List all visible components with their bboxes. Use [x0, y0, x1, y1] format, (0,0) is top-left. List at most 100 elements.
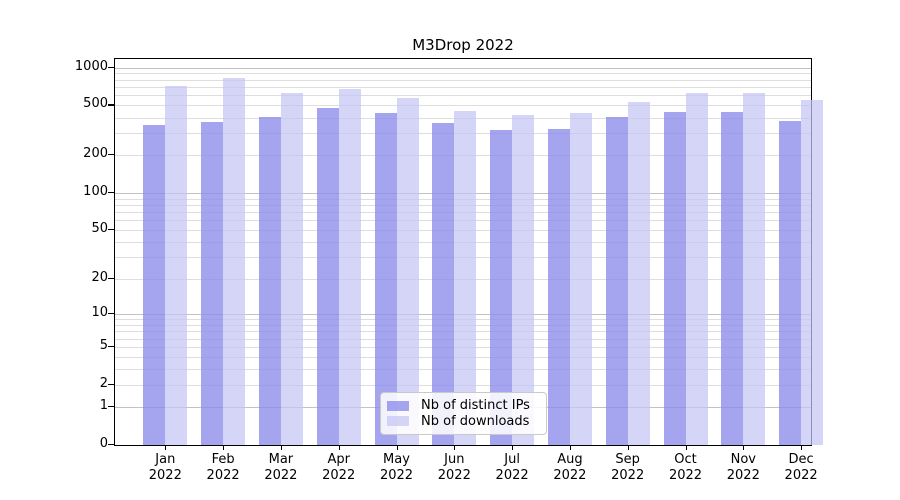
bar-downloads: [743, 92, 766, 445]
y-tick-mark: [108, 346, 114, 348]
x-tick-label: Aug 2022: [538, 452, 602, 484]
x-tick-month: Aug: [557, 452, 583, 467]
x-tick-mark: [396, 445, 398, 450]
bar-distinct-ips: [316, 108, 339, 445]
y-tick-mark: [108, 229, 114, 231]
gridline-minor: [115, 95, 811, 97]
x-tick-mark: [743, 445, 745, 450]
gridline-minor: [115, 73, 811, 75]
y-tick-label: 2: [99, 376, 108, 391]
y-tick-mark: [108, 154, 114, 156]
bar-downloads: [569, 113, 592, 445]
x-tick-month: Oct: [674, 452, 697, 467]
bar-downloads: [512, 114, 535, 445]
bar-downloads: [338, 89, 361, 445]
bar-distinct-ips: [490, 130, 513, 445]
x-tick-mark: [165, 445, 167, 450]
x-tick-mark: [569, 445, 572, 450]
x-tick-month: Feb: [211, 452, 235, 467]
y-tick-label: 500: [83, 96, 108, 112]
x-tick-month: Jan: [155, 452, 176, 467]
y-tick-label: 200: [83, 146, 108, 162]
bar-downloads: [454, 110, 477, 445]
legend-item: Nb of downloads: [387, 414, 538, 430]
x-tick-label: Oct 2022: [654, 452, 718, 484]
legend-item: Nb of distinct IPs: [387, 398, 538, 414]
x-tick-month: Dec: [788, 452, 814, 467]
x-tick-year: 2022: [379, 468, 414, 483]
legend-swatch-downloads: [387, 416, 409, 427]
y-tick-mark: [108, 66, 114, 68]
y-tick-label: 5: [99, 338, 108, 354]
bar-downloads: [801, 99, 824, 445]
legend-label: Nb of distinct IPs: [421, 398, 530, 414]
bar-distinct-ips: [721, 112, 744, 445]
legend: Nb of distinct IPs Nb of downloads: [380, 392, 547, 435]
x-tick-month: Jul: [504, 452, 520, 467]
gridline-minor: [115, 79, 811, 81]
x-tick-mark: [801, 445, 803, 450]
bar-downloads: [223, 78, 246, 445]
y-tick-mark: [108, 191, 114, 194]
x-tick-year: 2022: [148, 468, 182, 483]
y-tick-mark: [108, 384, 114, 386]
x-tick-year: 2022: [322, 468, 356, 483]
bar-downloads: [280, 92, 303, 445]
plot-area: Nb of distinct IPs Nb of downloads: [114, 58, 824, 446]
gridline-minor: [115, 87, 811, 88]
x-tick-month: Nov: [730, 452, 756, 467]
legend-label: Nb of downloads: [421, 413, 530, 429]
bar-distinct-ips: [605, 117, 628, 445]
y-tick-label: 0: [99, 436, 108, 451]
x-tick-label: Jun 2022: [422, 452, 486, 484]
x-tick-year: 2022: [206, 468, 240, 483]
x-tick-label: Mar 2022: [249, 452, 313, 484]
x-tick-year: 2022: [726, 468, 760, 483]
x-tick-label: Nov 2022: [711, 452, 775, 484]
x-tick-label: Jul 2022: [480, 452, 544, 484]
x-tick-year: 2022: [264, 468, 298, 483]
chart-title: M3Drop 2022: [412, 36, 514, 54]
bar-downloads: [627, 101, 650, 445]
x-tick-year: 2022: [437, 468, 471, 483]
x-tick-year: 2022: [553, 468, 587, 483]
bar-downloads: [685, 93, 708, 445]
x-tick-year: 2022: [495, 468, 529, 483]
x-tick-label: Jan 2022: [133, 452, 197, 484]
y-tick-label: 1000: [74, 58, 108, 74]
y-tick-mark: [108, 406, 114, 408]
y-tick-label: 100: [83, 183, 108, 199]
x-tick-month: Mar: [268, 452, 294, 467]
bar-distinct-ips: [547, 129, 570, 445]
bar-downloads: [396, 98, 419, 445]
bar-distinct-ips: [432, 123, 455, 445]
x-tick-mark: [338, 445, 340, 450]
x-tick-mark: [512, 445, 514, 450]
y-tick-label: 50: [91, 221, 108, 237]
x-tick-month: May: [383, 452, 410, 467]
bar-distinct-ips: [143, 124, 166, 445]
y-tick-label: 20: [91, 269, 108, 285]
bar-distinct-ips: [779, 120, 802, 445]
bar-distinct-ips: [374, 113, 397, 445]
x-tick-label: May 2022: [365, 452, 429, 484]
x-tick-mark: [223, 445, 225, 450]
bar-distinct-ips: [663, 111, 686, 445]
x-tick-mark: [280, 445, 283, 450]
gridline-minor: [115, 105, 811, 107]
x-tick-month: Sep: [615, 452, 640, 467]
x-tick-label: Feb 2022: [191, 452, 255, 484]
bar-distinct-ips: [201, 121, 224, 445]
x-tick-label: Sep 2022: [596, 452, 660, 484]
x-tick-label: Dec 2022: [769, 452, 833, 484]
y-tick-mark: [108, 313, 114, 315]
y-tick-label: 10: [91, 305, 108, 320]
bar-distinct-ips: [258, 117, 281, 445]
x-tick-mark: [454, 445, 456, 450]
gridline-major: [115, 67, 811, 69]
bar-downloads: [165, 85, 188, 445]
x-tick-month: Apr: [327, 452, 350, 467]
y-tick-mark: [108, 444, 114, 446]
legend-swatch-distinct-ips: [387, 400, 409, 411]
